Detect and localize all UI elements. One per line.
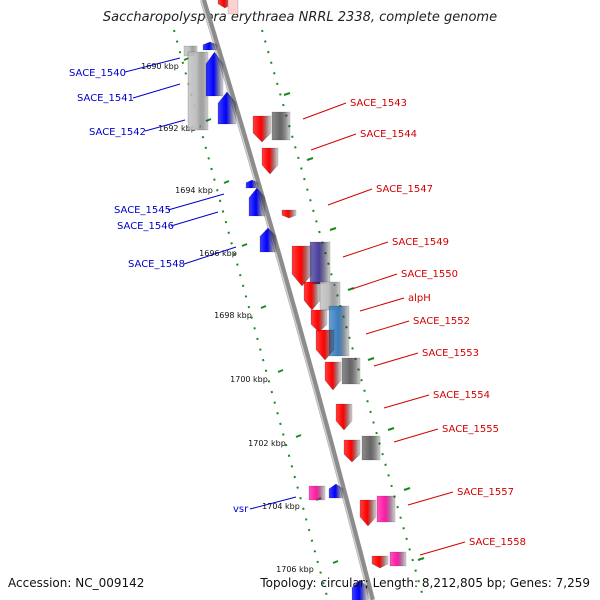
gene-label-left: SACE_1542 xyxy=(89,127,146,138)
left-label-leader xyxy=(167,193,225,211)
outer-tick xyxy=(403,487,411,491)
gene-label-right: SACE_1555 xyxy=(442,424,499,435)
gene-arrow-sace-1555-partner xyxy=(361,435,381,461)
genome-backbone-highlight xyxy=(200,0,371,600)
gene-arrow-small-blue xyxy=(202,41,218,51)
outer-tick xyxy=(417,557,425,561)
gene-arrow-sace-1558-partner xyxy=(389,551,407,567)
left-label-leader xyxy=(144,119,186,132)
outer-tick xyxy=(367,357,375,361)
kbp-label: 1700 kbp xyxy=(230,375,268,384)
gene-arrow-sace-1553 xyxy=(315,329,335,361)
kbp-label: 1704 kbp xyxy=(262,502,300,511)
gene-arrow-vsr xyxy=(308,485,326,501)
kbp-tick xyxy=(295,434,302,438)
map-title: Saccharopolyspora erythraea NRRL 2338, c… xyxy=(102,10,498,25)
outer-tick xyxy=(283,92,291,96)
gene-arrow-sace-1545-head xyxy=(245,179,259,189)
gene-arrow-sace-1558 xyxy=(371,555,389,569)
topology-info: Topology: circular; Length: 8,212,805 bp… xyxy=(260,576,590,590)
gene-label-left: SACE_1546 xyxy=(117,221,174,232)
gene-arrow-sace-1552 xyxy=(310,309,328,333)
gene-label-right: alpH xyxy=(408,293,431,304)
gene-arrow-sace-1557-partner xyxy=(376,495,396,523)
gene-label-left: vsr xyxy=(233,504,249,515)
kbp-tick xyxy=(332,560,339,564)
kbp-tick xyxy=(223,180,230,184)
gene-arrow-sace-1547 xyxy=(281,209,297,219)
kbp-label: 1690 kbp xyxy=(141,62,179,71)
gene-arrow-sace-1542 xyxy=(217,91,237,125)
gene-label-right: SACE_1553 xyxy=(422,348,479,359)
outer-tick xyxy=(329,227,337,231)
right-label-leader xyxy=(383,394,430,409)
right-label-leader xyxy=(419,541,466,556)
kbp-label: 1692 kbp xyxy=(158,124,196,133)
right-label-leader xyxy=(310,133,357,151)
right-label-leader xyxy=(351,273,398,290)
gene-arrow-sace-1554-partner xyxy=(341,357,361,385)
right-label-leader xyxy=(302,102,347,120)
kbp-label: 1702 kbp xyxy=(248,439,286,448)
kbp-label: 1698 kbp xyxy=(214,311,252,320)
right-label-leader xyxy=(373,352,419,367)
right-label-leader xyxy=(342,241,389,258)
gene-arrow-sace-1555-b xyxy=(343,439,361,463)
outer-tick xyxy=(387,427,395,431)
gene-arrow-sace-1550 xyxy=(303,281,321,311)
gene-label-right: SACE_1543 xyxy=(350,98,407,109)
accession-label: Accession: NC_009142 xyxy=(8,576,145,590)
kbp-tick xyxy=(241,243,248,247)
gene-label-right: SACE_1550 xyxy=(401,269,458,280)
right-label-leader xyxy=(393,428,439,443)
gene-arrow-sace-1545 xyxy=(248,187,266,217)
kbp-tick xyxy=(260,305,267,309)
gene-arrow-vsr-partner xyxy=(328,483,344,499)
gene-arrow-sace-1543-partner xyxy=(271,111,291,141)
gene-label-right: SACE_1554 xyxy=(433,390,490,401)
gene-arrow-sace-1544 xyxy=(261,147,279,175)
gene-arrow-sace-1543 xyxy=(252,115,272,143)
left-label-leader xyxy=(183,246,237,265)
gene-arrow-sace-1557 xyxy=(359,499,377,527)
left-label-leader xyxy=(249,496,297,510)
gene-label-right: SACE_1552 xyxy=(413,316,470,327)
kbp-label: 1706 kbp xyxy=(276,565,314,574)
gene-arrow-top-partial-shade xyxy=(227,0,239,15)
gene-label-left: SACE_1541 xyxy=(77,93,134,104)
right-label-leader xyxy=(365,320,410,335)
right-label-leader xyxy=(327,188,373,206)
gene-label-right: SACE_1544 xyxy=(360,129,417,140)
gene-label-right: SACE_1547 xyxy=(376,184,433,195)
kbp-tick xyxy=(277,369,284,373)
kbp-label: 1694 kbp xyxy=(175,186,213,195)
left-label-leader xyxy=(170,211,219,227)
gene-arrow-sace-1541-shade xyxy=(187,51,209,131)
gene-label-left: SACE_1548 xyxy=(128,259,185,270)
gene-label-right: SACE_1549 xyxy=(392,237,449,248)
right-label-leader xyxy=(407,491,454,506)
gene-label-right: SACE_1558 xyxy=(469,537,526,548)
outer-tick xyxy=(306,157,314,161)
gene-arrow-sace-1541 xyxy=(205,51,224,97)
left-label-leader xyxy=(124,57,181,73)
gene-arrow-sace-1549-partner xyxy=(309,241,331,285)
genome-backbone xyxy=(200,0,375,600)
right-label-leader xyxy=(359,297,405,312)
gene-arrow-sace-1549 xyxy=(291,245,313,287)
gene-arrow-bottom-partial xyxy=(351,579,369,600)
gene-label-left: SACE_1545 xyxy=(114,205,171,216)
gene-label-right: SACE_1557 xyxy=(457,487,514,498)
gene-label-left: SACE_1540 xyxy=(69,68,126,79)
gene-arrow-sace-1554 xyxy=(324,361,342,391)
gene-arrow-sace-1548 xyxy=(259,227,277,253)
left-label-leader xyxy=(132,83,181,99)
gene-arrow-sace-1555 xyxy=(335,403,353,431)
kbp-label: 1696 kbp xyxy=(199,249,237,258)
